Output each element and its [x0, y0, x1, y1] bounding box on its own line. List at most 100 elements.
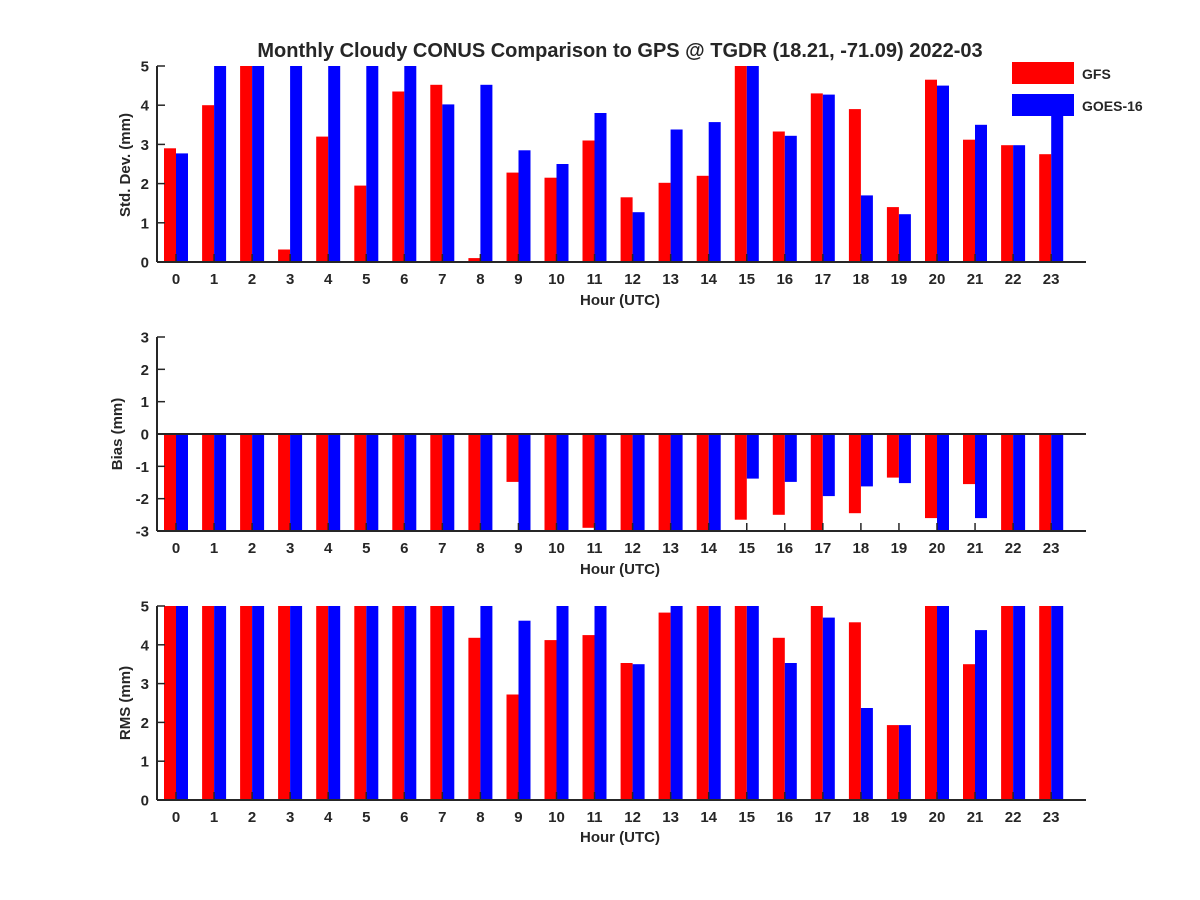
bar-gfs-hour-12 — [620, 434, 633, 531]
x-tick-label: 6 — [400, 540, 408, 557]
bar-gfs-hour-5 — [354, 606, 367, 800]
x-tick-label: 3 — [286, 809, 294, 826]
y-tick-label: 2 — [141, 176, 149, 193]
bar-goes16-hour-9 — [518, 150, 531, 262]
bar-gfs-hour-21 — [963, 139, 975, 262]
x-axis-label-bias: Hour (UTC) — [580, 561, 660, 578]
bar-gfs-hour-17 — [810, 93, 823, 263]
x-tick-label: 22 — [1005, 271, 1022, 288]
bar-goes16-hour-5 — [366, 66, 379, 262]
bar-gfs-hour-17 — [810, 606, 823, 800]
x-tick-label: 22 — [1005, 540, 1022, 557]
x-tick-label: 0 — [172, 271, 180, 288]
x-tick-label: 11 — [587, 540, 603, 557]
bar-goes16-hour-21 — [975, 630, 987, 800]
bar-goes16-hour-6 — [404, 434, 417, 531]
bar-goes16-hour-21 — [975, 434, 987, 519]
bar-gfs-hour-14 — [696, 175, 709, 262]
bar-gfs-hour-14 — [696, 606, 709, 800]
x-tick-label: 17 — [815, 540, 832, 557]
y-tick-label: 0 — [141, 255, 149, 272]
bar-gfs-hour-8 — [468, 637, 481, 800]
bar-goes16-hour-18 — [860, 195, 873, 262]
x-tick-label: 22 — [1005, 809, 1022, 826]
bar-gfs-hour-11 — [582, 635, 595, 800]
bar-goes16-hour-10 — [556, 606, 569, 800]
x-tick-label: 13 — [662, 809, 679, 826]
bar-goes16-hour-16 — [784, 663, 797, 800]
bar-goes16-hour-23 — [1051, 606, 1064, 800]
x-tick-label: 1 — [210, 271, 218, 288]
bar-gfs-hour-12 — [620, 197, 633, 262]
bar-goes16-hour-2 — [252, 606, 265, 800]
bar-goes16-hour-3 — [290, 606, 303, 800]
x-tick-label: 6 — [400, 271, 408, 288]
x-tick-label: 5 — [362, 540, 370, 557]
x-tick-label: 15 — [738, 809, 755, 826]
bar-gfs-hour-8 — [468, 434, 481, 531]
bar-goes16-hour-11 — [594, 434, 607, 531]
bar-gfs-hour-9 — [506, 434, 519, 482]
y-tick-label: 5 — [141, 599, 149, 616]
bar-goes16-hour-19 — [898, 214, 911, 262]
x-tick-label: 18 — [853, 271, 870, 288]
x-tick-label: 16 — [776, 809, 793, 826]
y-axis-label-std-dev: Std. Dev. (mm) — [117, 113, 134, 217]
bar-gfs-hour-10 — [544, 177, 557, 262]
x-tick-label: 8 — [476, 809, 484, 826]
bar-gfs-hour-2 — [240, 606, 253, 800]
bar-gfs-hour-23 — [1039, 434, 1052, 531]
bar-gfs-hour-17 — [810, 434, 823, 531]
x-tick-label: 4 — [324, 809, 333, 826]
bar-gfs-hour-20 — [925, 79, 937, 262]
bar-goes16-hour-5 — [366, 606, 379, 800]
bar-gfs-hour-15 — [734, 66, 747, 262]
x-tick-label: 17 — [815, 809, 832, 826]
bar-gfs-hour-19 — [886, 725, 899, 800]
x-tick-label: 18 — [853, 809, 870, 826]
x-tick-label: 16 — [776, 540, 793, 557]
bar-goes16-hour-7 — [442, 104, 455, 263]
y-tick-label: 0 — [141, 793, 149, 810]
bar-goes16-hour-8 — [480, 434, 493, 531]
y-tick-label: 3 — [141, 676, 149, 693]
x-tick-label: 23 — [1043, 809, 1060, 826]
y-tick-label: 4 — [141, 98, 150, 115]
x-tick-label: 10 — [548, 540, 565, 557]
bar-gfs-hour-5 — [354, 434, 367, 531]
y-tick-label: 1 — [141, 215, 149, 232]
x-axis-label-std-dev: Hour (UTC) — [580, 292, 660, 309]
y-axis-label-bias: Bias (mm) — [109, 398, 126, 471]
bar-gfs-hour-19 — [886, 207, 899, 262]
bar-goes16-hour-4 — [328, 434, 341, 531]
y-tick-label: 2 — [141, 362, 149, 379]
x-tick-label: 18 — [853, 540, 870, 557]
x-tick-label: 6 — [400, 809, 408, 826]
bar-gfs-hour-10 — [544, 434, 557, 531]
bar-gfs-hour-4 — [316, 136, 329, 262]
x-tick-label: 0 — [172, 540, 180, 557]
bar-gfs-hour-22 — [1001, 434, 1014, 531]
bar-goes16-hour-12 — [632, 212, 645, 262]
bar-goes16-hour-12 — [632, 434, 645, 531]
bar-gfs-hour-1 — [202, 606, 215, 800]
x-tick-label: 8 — [476, 271, 484, 288]
bar-gfs-hour-18 — [848, 434, 861, 514]
x-tick-label: 15 — [738, 271, 755, 288]
bar-gfs-hour-19 — [886, 434, 899, 478]
bar-goes16-hour-21 — [975, 124, 987, 262]
bar-gfs-hour-3 — [278, 606, 291, 800]
x-tick-label: 23 — [1043, 271, 1060, 288]
x-tick-label: 4 — [324, 540, 333, 557]
bar-gfs-hour-2 — [240, 434, 253, 531]
x-tick-label: 9 — [514, 540, 522, 557]
bar-goes16-hour-16 — [784, 135, 797, 262]
x-tick-label: 19 — [891, 809, 908, 826]
bar-gfs-hour-18 — [848, 622, 861, 800]
x-tick-label: 20 — [929, 271, 946, 288]
bar-gfs-hour-0 — [164, 606, 176, 800]
x-tick-label: 20 — [929, 809, 946, 826]
bar-gfs-hour-0 — [164, 434, 176, 531]
